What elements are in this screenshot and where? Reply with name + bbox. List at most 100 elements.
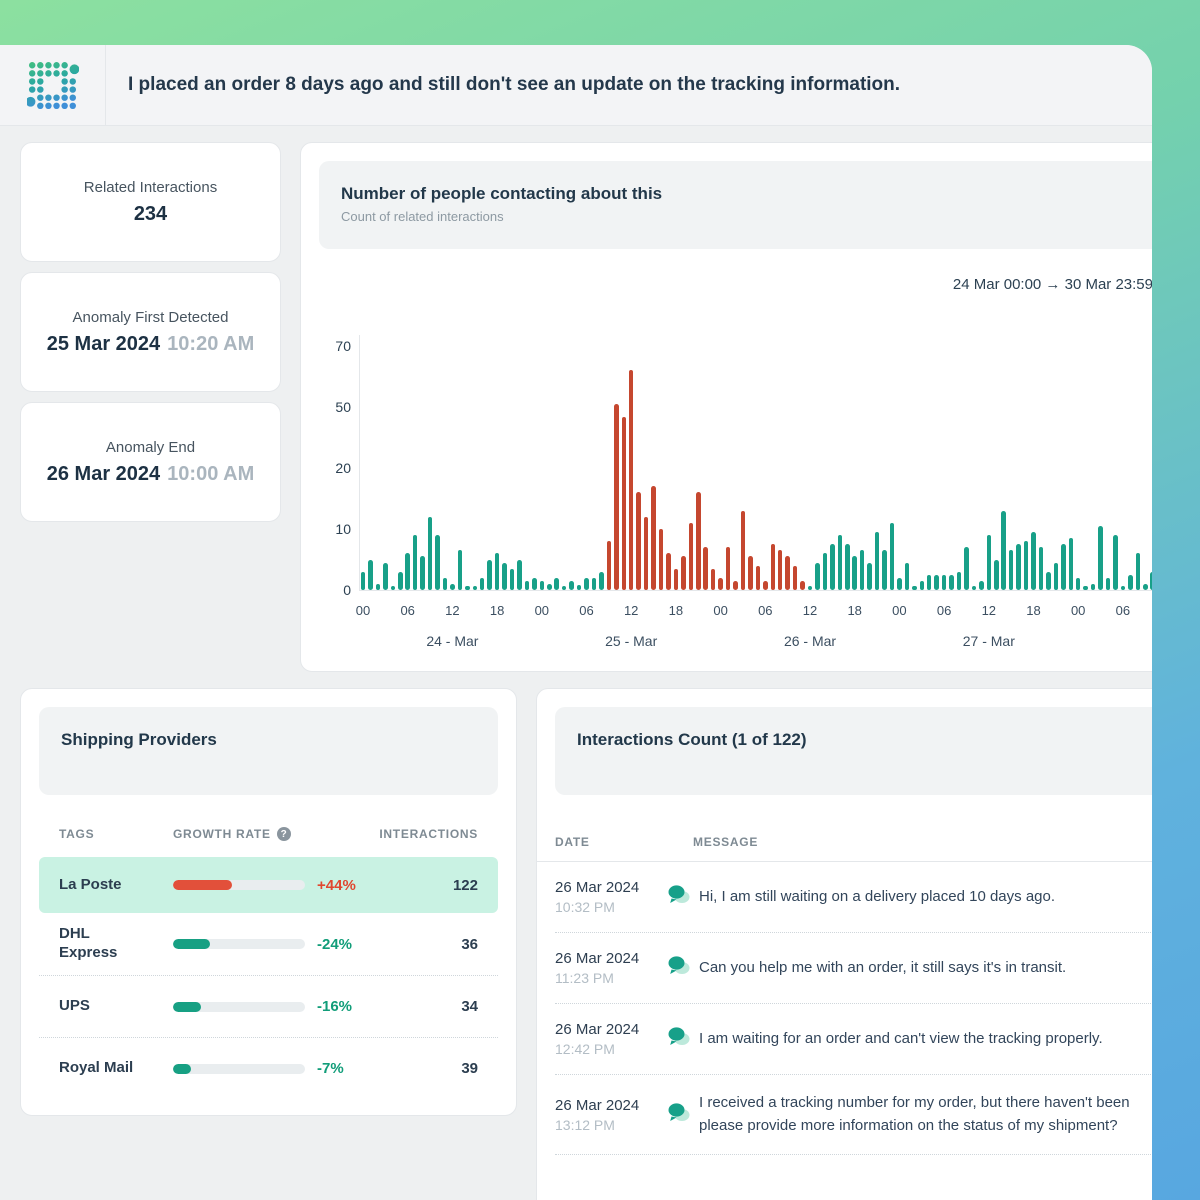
chart-bar[interactable] — [941, 574, 947, 590]
chart-bar[interactable] — [375, 583, 381, 590]
chart-bar[interactable] — [636, 492, 641, 590]
chart-bar[interactable] — [837, 535, 843, 590]
chart-bar[interactable] — [681, 556, 686, 590]
chart-bar[interactable] — [450, 583, 455, 590]
shipping-row-ups[interactable]: UPS -16% 34 — [39, 975, 498, 1037]
chart-bar[interactable] — [688, 522, 694, 590]
chart-bar[interactable] — [748, 556, 753, 590]
chart-bar[interactable] — [621, 417, 626, 590]
chart-bar[interactable] — [1023, 541, 1029, 590]
chart-bar[interactable] — [673, 568, 679, 590]
chart-bar[interactable] — [994, 559, 999, 590]
chart-bar[interactable] — [517, 559, 522, 590]
chart-bar[interactable] — [547, 583, 552, 590]
chart-bar[interactable] — [502, 562, 507, 590]
chart-bar[interactable] — [718, 577, 723, 590]
chart-bar[interactable] — [882, 550, 887, 590]
help-icon[interactable]: ? — [276, 827, 291, 841]
chart-bar[interactable] — [986, 535, 992, 590]
chart-bar[interactable] — [1053, 562, 1059, 590]
chart-bar[interactable] — [1008, 550, 1014, 590]
chart-bar[interactable] — [815, 562, 820, 590]
chart-bar[interactable] — [1075, 577, 1081, 590]
chart-bar[interactable] — [435, 535, 440, 590]
chart-bar[interactable] — [599, 571, 604, 590]
chart-bar[interactable] — [1120, 586, 1126, 590]
chart-bar[interactable] — [651, 486, 656, 590]
chart-bar[interactable] — [554, 577, 559, 590]
chart-bar[interactable] — [845, 544, 850, 590]
shipping-row-royal-mail[interactable]: Royal Mail -7% 39 — [39, 1037, 498, 1099]
chart-bar[interactable] — [852, 556, 857, 590]
chart-bar[interactable] — [733, 580, 738, 590]
chart-bar[interactable] — [398, 571, 403, 590]
chart-bar[interactable] — [874, 532, 880, 590]
chart-bar[interactable] — [696, 492, 701, 590]
chart-bar[interactable] — [457, 550, 463, 590]
chart-bar[interactable] — [934, 574, 939, 590]
chart-bar[interactable] — [561, 586, 567, 590]
chart-bar[interactable] — [800, 580, 805, 590]
chart-bar[interactable] — [897, 577, 902, 590]
chart-bar[interactable] — [383, 562, 388, 590]
chart-bar[interactable] — [524, 580, 530, 590]
chart-bar[interactable] — [979, 580, 984, 590]
chart-bar[interactable] — [1016, 544, 1021, 590]
chart-bar[interactable] — [427, 516, 433, 590]
chart-bar[interactable] — [569, 580, 574, 590]
chart-bar[interactable] — [830, 544, 835, 590]
chart-bar[interactable] — [666, 553, 671, 590]
interaction-row[interactable]: 26 Mar 2024 13:12 PM I received a tracki… — [555, 1075, 1152, 1155]
interaction-row[interactable]: 26 Mar 2024 11:23 PM Can you help me wit… — [555, 933, 1152, 1004]
chart-bar[interactable] — [1098, 525, 1103, 590]
chart-bar[interactable] — [1038, 547, 1044, 590]
chart-bar[interactable] — [1090, 583, 1096, 590]
shipping-row-dhl-express[interactable]: DHL Express -24% 36 — [39, 913, 498, 975]
chart-bar[interactable] — [479, 577, 485, 590]
chart-bar[interactable] — [614, 403, 619, 590]
chart-bar[interactable] — [1046, 571, 1051, 590]
chart-bar[interactable] — [926, 574, 932, 590]
chart-bar[interactable] — [628, 370, 634, 590]
shipping-row-la-poste[interactable]: La Poste +44% 122 — [39, 857, 498, 913]
chart-bar[interactable] — [539, 580, 545, 590]
chart-bar[interactable] — [360, 571, 366, 590]
interaction-row[interactable]: 26 Mar 2024 12:42 PM I am waiting for an… — [555, 1004, 1152, 1075]
chart-bar[interactable] — [494, 553, 500, 590]
chart-bar[interactable] — [420, 556, 425, 590]
chart-bar[interactable] — [956, 571, 962, 590]
chart-bar[interactable] — [658, 529, 664, 590]
chart-bar[interactable] — [390, 586, 396, 590]
chart-bar[interactable] — [1128, 574, 1133, 590]
chart-bar[interactable] — [822, 553, 828, 590]
chart-bar[interactable] — [792, 565, 798, 590]
chart-bar[interactable] — [725, 547, 731, 590]
chart-bar[interactable] — [949, 574, 954, 590]
chart-bar[interactable] — [472, 586, 477, 590]
chart-bar[interactable] — [740, 510, 746, 590]
chart-bar[interactable] — [1083, 586, 1088, 590]
chart-bar[interactable] — [1001, 510, 1006, 590]
chart-bar[interactable] — [1113, 535, 1118, 590]
chart-bar[interactable] — [1150, 571, 1152, 590]
chart-bar[interactable] — [763, 580, 768, 590]
chart-bar[interactable] — [919, 580, 924, 590]
chart-bar[interactable] — [412, 535, 418, 590]
chart-bar[interactable] — [442, 577, 448, 590]
chart-bar[interactable] — [405, 553, 410, 590]
chart-bar[interactable] — [606, 541, 612, 590]
chart-bar[interactable] — [576, 585, 582, 590]
chart-bar[interactable] — [867, 562, 872, 590]
chart-bar[interactable] — [1135, 553, 1141, 590]
chart-bar[interactable] — [971, 586, 977, 590]
chart-bar[interactable] — [777, 550, 783, 590]
chart-bar[interactable] — [904, 562, 910, 590]
chart-bar[interactable] — [889, 522, 895, 590]
chart-bar[interactable] — [509, 568, 515, 590]
chart-bar[interactable] — [964, 547, 969, 590]
chart-bar[interactable] — [1143, 583, 1148, 590]
chart-bar[interactable] — [1031, 532, 1036, 590]
chart-bar[interactable] — [807, 586, 813, 590]
chart-bar[interactable] — [859, 550, 865, 590]
chart-bar[interactable] — [532, 577, 537, 590]
